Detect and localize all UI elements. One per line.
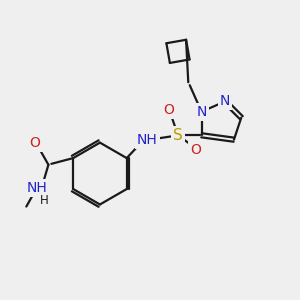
Text: O: O [30,136,40,150]
Text: H: H [40,194,48,207]
Text: N: N [196,105,207,119]
Text: N: N [220,94,230,108]
Text: O: O [190,143,201,157]
Text: NH: NH [137,133,158,147]
Text: O: O [164,103,175,117]
Text: S: S [173,128,183,143]
Text: NH: NH [26,181,47,195]
